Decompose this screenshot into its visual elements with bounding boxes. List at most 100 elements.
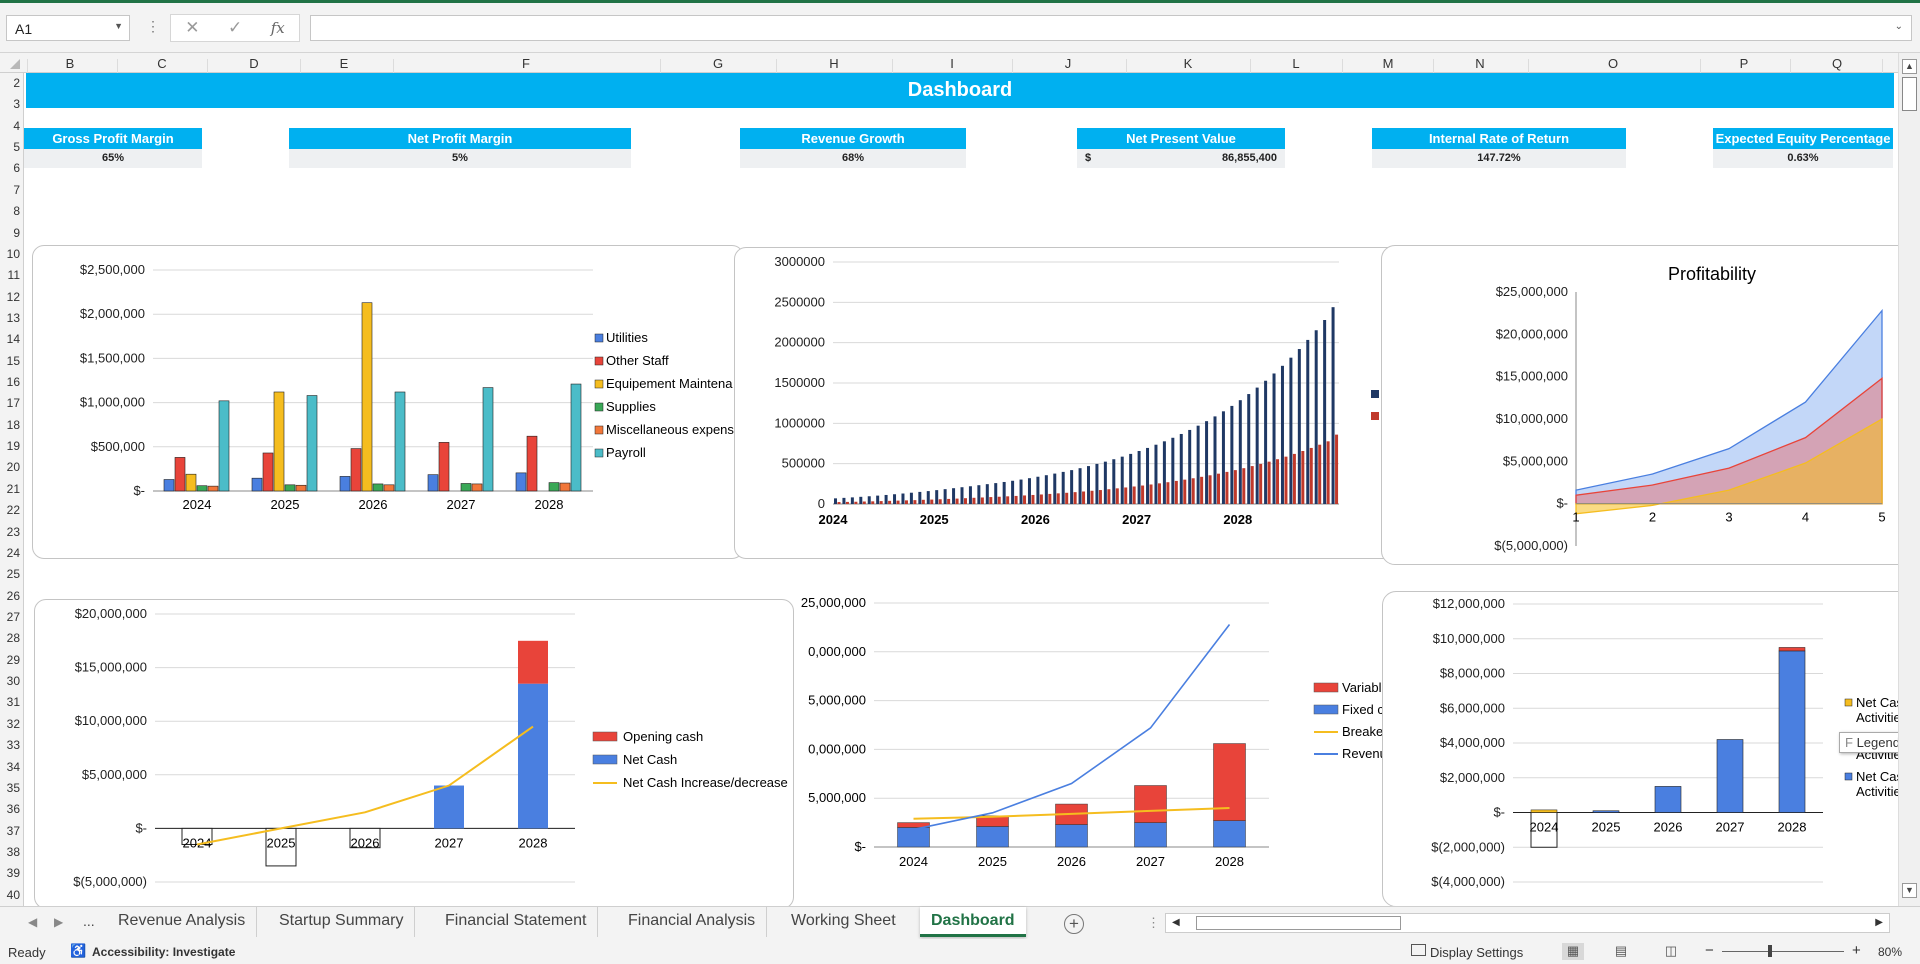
row-header-20[interactable]: 20 xyxy=(6,460,20,475)
column-header-b[interactable]: B xyxy=(65,56,75,71)
row-header-32[interactable]: 32 xyxy=(6,716,20,731)
normal-view-icon[interactable]: ▦ xyxy=(1562,943,1584,960)
column-header-c[interactable]: C xyxy=(157,56,167,71)
scroll-down-icon[interactable]: ▼ xyxy=(1902,883,1917,898)
tab-financial-statement[interactable]: Financial Statement xyxy=(434,907,599,937)
column-separator[interactable] xyxy=(776,59,777,73)
column-separator[interactable] xyxy=(1342,59,1343,73)
scroll-up-icon[interactable]: ▲ xyxy=(1902,59,1917,74)
row-header-36[interactable]: 36 xyxy=(6,802,20,817)
row-header-17[interactable]: 17 xyxy=(6,396,20,411)
column-separator[interactable] xyxy=(1126,59,1127,73)
scroll-right-icon[interactable]: ▶ xyxy=(1875,917,1883,928)
row-header-22[interactable]: 22 xyxy=(6,503,20,518)
profitability-chart[interactable]: Profitability $(5,000,000) $- $5,000,000 $10… xyxy=(1381,245,1898,565)
row-header-34[interactable]: 34 xyxy=(6,759,20,774)
tab-financial-analysis[interactable]: Financial Analysis xyxy=(617,907,768,937)
column-header-i[interactable]: I xyxy=(950,56,954,71)
row-header-8[interactable]: 8 xyxy=(13,204,20,219)
column-separator[interactable] xyxy=(1790,59,1791,73)
more-sheets-button[interactable]: ... xyxy=(83,913,95,929)
row-header-18[interactable]: 18 xyxy=(6,417,20,432)
row-header-38[interactable]: 38 xyxy=(6,844,20,859)
revenue-cos-chart[interactable]: 0 500000 1000000 1500000 2000000 2500000 30000… xyxy=(734,247,1448,559)
row-header-26[interactable]: 26 xyxy=(6,588,20,603)
zoom-out-icon[interactable]: − xyxy=(1705,942,1714,959)
row-header-31[interactable]: 31 xyxy=(6,695,20,710)
horizontal-scroll-thumb[interactable] xyxy=(1196,916,1401,930)
row-header-27[interactable]: 27 xyxy=(6,610,20,624)
row-header-28[interactable]: 28 xyxy=(6,631,20,646)
tab-startup-summary[interactable]: Startup Summary xyxy=(268,907,416,937)
formula-bar-grip-icon[interactable]: ⋮ xyxy=(146,18,160,34)
row-header-19[interactable]: 19 xyxy=(6,439,20,454)
kpi-value-net-profit-margin[interactable]: 5% xyxy=(289,149,631,168)
zoom-level[interactable]: 80% xyxy=(1878,945,1903,959)
row-header-9[interactable]: 9 xyxy=(13,225,20,240)
enter-icon[interactable]: ✓ xyxy=(227,18,243,37)
kpi-value-revenue-growth[interactable]: 68% xyxy=(740,149,966,168)
tab-working-sheet[interactable]: Working Sheet xyxy=(791,912,896,929)
zoom-slider-thumb[interactable] xyxy=(1768,945,1772,957)
column-header-k[interactable]: K xyxy=(1183,56,1193,71)
row-header-13[interactable]: 13 xyxy=(6,310,20,325)
scroll-left-icon[interactable]: ◀ xyxy=(1172,917,1180,928)
column-separator[interactable] xyxy=(27,59,28,73)
kpi-value-internal-rate-of-return[interactable]: 147.72% xyxy=(1372,149,1626,168)
display-settings-button[interactable]: Display Settings xyxy=(1430,945,1524,960)
column-header-q[interactable]: Q xyxy=(1831,56,1843,71)
row-header-11[interactable]: 11 xyxy=(7,268,20,283)
select-all-corner[interactable] xyxy=(10,59,20,69)
row-header-4[interactable]: 4 xyxy=(13,118,20,133)
tab-dashboard[interactable]: Dashboard xyxy=(920,907,1026,937)
row-header-39[interactable]: 39 xyxy=(6,866,20,881)
page-layout-view-icon[interactable]: ▤ xyxy=(1614,943,1628,958)
column-header-h[interactable]: H xyxy=(829,56,839,71)
row-header-30[interactable]: 30 xyxy=(6,674,20,689)
column-header-o[interactable]: O xyxy=(1607,56,1619,71)
zoom-slider[interactable] xyxy=(1722,951,1844,952)
row-header-33[interactable]: 33 xyxy=(6,738,20,753)
column-header-l[interactable]: L xyxy=(1292,56,1300,71)
column-header-g[interactable]: G xyxy=(712,56,724,71)
expand-formula-bar-icon[interactable]: ⌄ xyxy=(1894,21,1903,32)
kpi-value-gross-profit-margin[interactable]: 65% xyxy=(24,149,202,168)
page-break-view-icon[interactable]: ◫ xyxy=(1664,943,1678,958)
row-header-2[interactable]: 2 xyxy=(13,76,20,90)
row-header-35[interactable]: 35 xyxy=(6,780,20,795)
tab-split-handle-icon[interactable]: ⋮ xyxy=(1147,915,1160,930)
column-header-e[interactable]: E xyxy=(339,56,349,71)
row-header-29[interactable]: 29 xyxy=(6,652,20,667)
accessibility-icon[interactable]: ♿ xyxy=(70,943,87,958)
column-header-j[interactable]: J xyxy=(1064,56,1072,71)
column-header-f[interactable]: F xyxy=(522,56,530,71)
row-header-5[interactable]: 5 xyxy=(13,140,20,155)
kpi-value-net-present-value[interactable]: $ 86,855,400 xyxy=(1077,149,1285,168)
column-header-n[interactable]: N xyxy=(1475,56,1485,71)
row-header-24[interactable]: 24 xyxy=(6,545,20,560)
accessibility-status[interactable]: Accessibility: Investigate xyxy=(92,945,236,959)
kpi-value-expected-equity-percentage[interactable]: 0.63% xyxy=(1713,149,1893,168)
column-separator[interactable] xyxy=(300,59,301,73)
column-separator[interactable] xyxy=(660,59,661,73)
row-header-12[interactable]: 12 xyxy=(6,289,20,304)
cancel-icon[interactable]: ✕ xyxy=(185,18,200,37)
insert-function-icon[interactable]: fx xyxy=(270,19,285,37)
zoom-in-icon[interactable]: + xyxy=(1852,942,1861,959)
worksheet-grid[interactable]: Dashboard Gross Profit Margin 65% Net Pr… xyxy=(24,73,1898,906)
column-header-d[interactable]: D xyxy=(249,56,259,71)
add-sheet-icon[interactable]: + xyxy=(1064,914,1084,934)
vertical-scrollbar[interactable]: ▲ ▼ xyxy=(1898,53,1920,906)
column-separator[interactable] xyxy=(1012,59,1013,73)
row-header-15[interactable]: 15 xyxy=(6,353,20,368)
name-box-dropdown-icon[interactable]: ▼ xyxy=(114,21,123,31)
row-header-10[interactable]: 10 xyxy=(6,246,20,261)
name-box[interactable]: A1 ▼ xyxy=(6,15,130,41)
cashflow-chart[interactable]: $(4,000,000) $(2,000,000) $- $2,000,000 $4,0… xyxy=(1382,591,1898,906)
column-separator[interactable] xyxy=(207,59,208,73)
row-header-23[interactable]: 23 xyxy=(6,524,20,539)
column-header-m[interactable]: M xyxy=(1382,56,1394,71)
formula-input[interactable]: ⌄ xyxy=(310,15,1912,41)
column-separator[interactable] xyxy=(892,59,893,73)
next-sheet-icon[interactable]: ▶ xyxy=(54,915,64,929)
